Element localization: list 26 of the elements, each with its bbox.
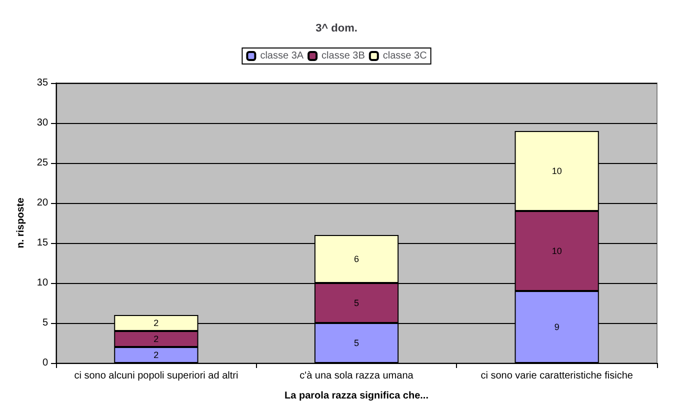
y-tick-label: 5 <box>42 318 48 328</box>
data-label: 10 <box>552 166 562 176</box>
data-label: 2 <box>154 334 159 344</box>
legend-label: classe 3B <box>322 50 366 62</box>
data-label: 2 <box>154 318 159 328</box>
chart-title: 3^ dom. <box>316 22 358 34</box>
y-tick-label: 0 <box>42 358 48 368</box>
y-axis-title: n. risposte <box>16 197 26 248</box>
data-label: 2 <box>154 350 159 360</box>
data-label: 10 <box>552 246 562 256</box>
x-tick-label: ci sono alcuni popoli superiori ad altri <box>74 370 238 382</box>
x-axis-title: La parola razza significa che... <box>284 390 429 402</box>
x-tick-label: c'à una sola razza umana <box>300 370 414 382</box>
y-tick-label: 15 <box>36 238 48 248</box>
y-tick-label: 20 <box>36 198 48 208</box>
data-label: 9 <box>554 322 560 332</box>
y-tick-label: 30 <box>36 118 48 128</box>
y-tick-label: 10 <box>36 278 48 288</box>
y-tick-label: 35 <box>36 78 48 88</box>
legend-label: classe 3C <box>382 50 427 62</box>
data-label: 6 <box>354 254 360 264</box>
legend-label: classe 3A <box>260 50 304 62</box>
data-label: 5 <box>354 338 360 348</box>
y-tick-label: 25 <box>36 158 48 168</box>
x-tick-label: ci sono varie caratteristiche fisiche <box>480 370 634 382</box>
data-label: 5 <box>354 298 360 308</box>
